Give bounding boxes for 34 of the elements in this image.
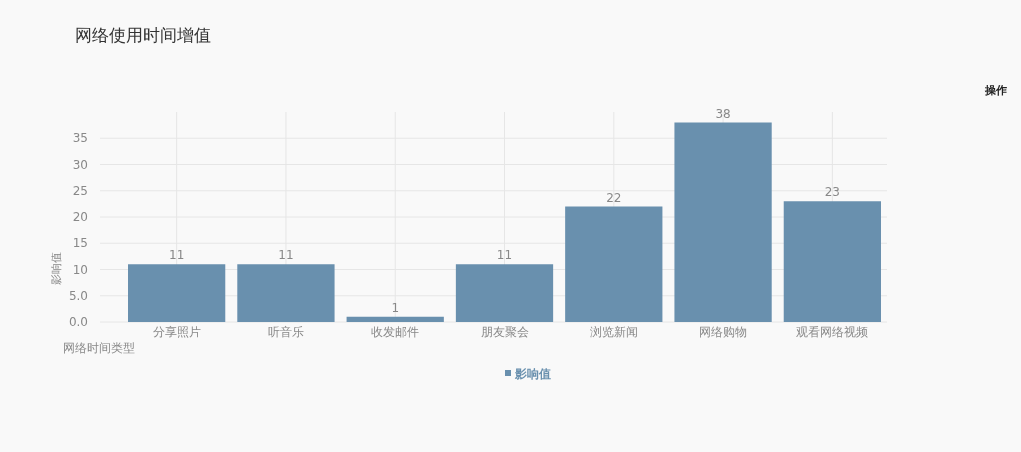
bar — [346, 316, 444, 322]
x-tick-label: 朋友聚会 — [480, 325, 529, 339]
y-tick-label: 0.0 — [68, 315, 88, 329]
data-label: 22 — [606, 190, 622, 205]
y-axis-title: 影响值 — [50, 251, 63, 285]
bar — [565, 206, 663, 322]
text: 操作 — [984, 84, 1007, 97]
x-tick-label: 网络购物 — [699, 325, 748, 339]
x-tick-label: 收发邮件 — [371, 325, 420, 339]
data-label: 11 — [496, 248, 513, 263]
y-tick-label: 5.0 — [68, 288, 88, 303]
data-label: 11 — [278, 248, 294, 263]
x-tick-label: 听音乐 — [267, 325, 304, 339]
y-tick-label: 30 — [72, 157, 88, 172]
y-tick-label: 10 — [72, 262, 88, 277]
x-tick-label: 浏览新闻 — [589, 325, 638, 339]
legend-label: 影响值 — [514, 367, 551, 381]
bar — [128, 264, 226, 322]
chart-title: 网络使用时间增值 — [75, 25, 211, 45]
bar — [237, 264, 335, 322]
y-tick-label: 20 — [72, 210, 88, 224]
data-label: 38 — [715, 106, 731, 121]
data-label: 23 — [824, 185, 840, 200]
x-axis-title: 网络时间类型 — [63, 341, 135, 355]
y-tick-label: 35 — [72, 131, 88, 146]
bar — [783, 201, 881, 322]
bar — [674, 122, 772, 322]
data-label: 11 — [169, 248, 185, 263]
y-tick-label: 15 — [72, 236, 88, 251]
data-label: 1 — [391, 300, 400, 315]
bar — [455, 264, 554, 322]
x-tick-label: 观看网络视频 — [796, 325, 869, 339]
x-tick-label: 分享照片 — [152, 325, 201, 339]
y-tick-label: 25 — [72, 183, 88, 198]
